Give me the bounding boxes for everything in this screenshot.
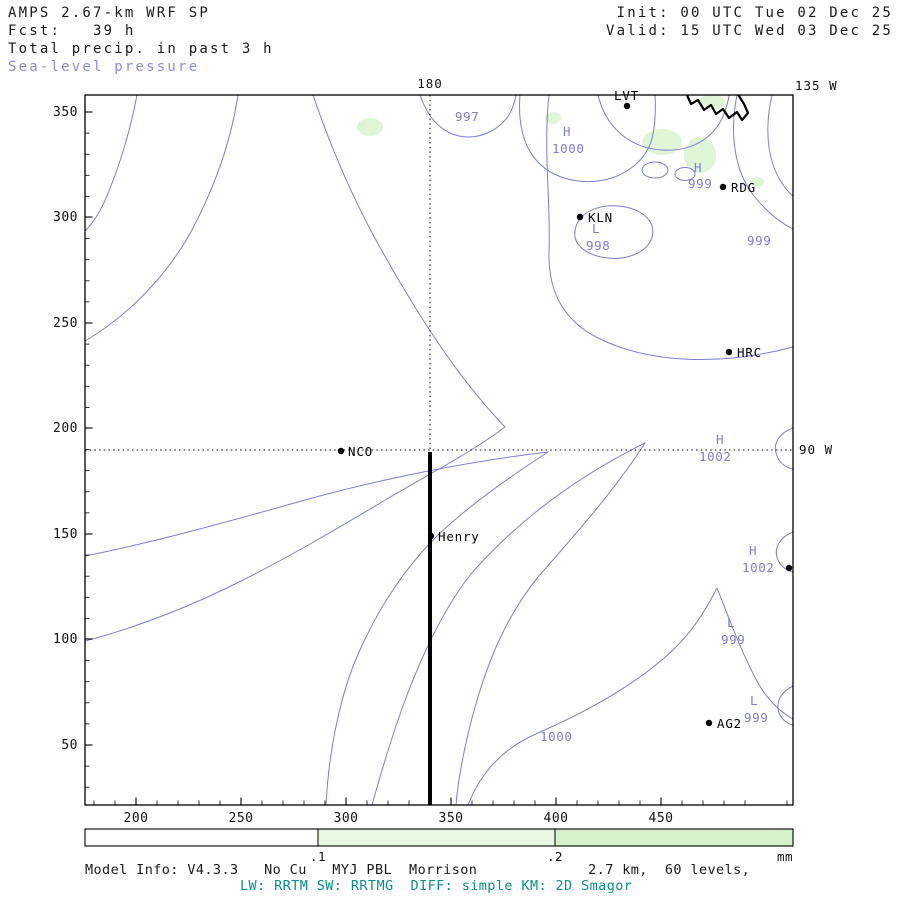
precip-patch bbox=[357, 118, 383, 136]
y-tick-label: 50 bbox=[61, 738, 78, 753]
x-tick-label: 250 bbox=[229, 811, 254, 826]
meridian-180-label: 180 bbox=[417, 76, 443, 91]
pressure-center-letter: H bbox=[694, 160, 702, 175]
colorbar-unit-label: mm bbox=[777, 849, 793, 864]
precip-patch bbox=[750, 177, 764, 187]
stations: LVT RDG KLN HRC NCO Henry AG2 bbox=[337, 88, 793, 731]
forecast-hour: Fcst: 39 h bbox=[8, 23, 136, 39]
meridian-90w-label: 90 W bbox=[799, 442, 833, 457]
valid-time: Valid: 15 UTC Wed 03 Dec 25 bbox=[606, 23, 893, 39]
x-tick-label: 300 bbox=[334, 811, 359, 826]
station-label: HRC bbox=[737, 345, 762, 360]
field-label-slp: Sea-level pressure bbox=[8, 59, 200, 75]
meridian-135w-label: 135 W bbox=[795, 78, 838, 93]
y-tick-label: 100 bbox=[53, 632, 78, 647]
station-label: NCO bbox=[348, 444, 373, 459]
contour-value-label: 1000 bbox=[540, 729, 573, 744]
slp-contour bbox=[641, 161, 669, 179]
slp-contour bbox=[767, 94, 794, 197]
pressure-center-letter: H bbox=[563, 124, 571, 139]
pressure-center-value: 1000 bbox=[552, 141, 585, 156]
model-title: AMPS 2.67-km WRF SP bbox=[8, 5, 210, 21]
pressure-center-letter: L bbox=[592, 221, 600, 236]
slp-contour bbox=[546, 94, 794, 361]
slp-contour bbox=[774, 427, 794, 470]
slp-contour bbox=[597, 94, 730, 151]
slp-contour bbox=[467, 587, 794, 806]
pressure-center-value: 1002 bbox=[699, 449, 732, 464]
slp-contour bbox=[84, 94, 239, 342]
precip-patch bbox=[545, 112, 561, 124]
colorbar-segment bbox=[555, 829, 793, 846]
pressure-center-value: 999 bbox=[744, 710, 768, 725]
pressure-center-letter: H bbox=[716, 432, 724, 447]
pressure-center-value: 998 bbox=[586, 238, 610, 253]
station-label: AG2 bbox=[717, 716, 742, 731]
slp-contour bbox=[733, 94, 794, 230]
colorbar-tick-label: .1 bbox=[310, 849, 326, 864]
precip-patch bbox=[699, 95, 725, 109]
station-marker bbox=[623, 102, 631, 110]
pressure-center-letter: L bbox=[750, 693, 758, 708]
grid-lines bbox=[85, 95, 793, 805]
station-label: LVT bbox=[614, 88, 639, 103]
pressure-center-value: 1002 bbox=[742, 560, 775, 575]
model-info-line1: Model Info: V4.3.3 No Cu MYJ PBL Morriso… bbox=[85, 862, 751, 878]
colorbar: .1 .2 mm bbox=[84, 828, 794, 864]
slp-contour bbox=[84, 94, 506, 642]
precip-shading bbox=[357, 95, 764, 187]
init-time: Init: 00 UTC Tue 02 Dec 25 bbox=[616, 5, 893, 21]
station-marker bbox=[427, 532, 435, 540]
y-tick-label: 150 bbox=[53, 527, 78, 542]
station-label: RDG bbox=[731, 180, 756, 195]
field-label-precip: Total precip. in past 3 h bbox=[8, 41, 274, 57]
colorbar-segment bbox=[85, 829, 318, 846]
x-tick-label: 400 bbox=[544, 811, 569, 826]
slp-contour bbox=[777, 685, 794, 726]
y-tick-label: 350 bbox=[53, 105, 78, 120]
x-tick-label: 200 bbox=[124, 811, 149, 826]
pressure-center-letter: H bbox=[749, 543, 757, 558]
colorbar-tick-label: .2 bbox=[547, 849, 563, 864]
slp-contour bbox=[371, 442, 646, 806]
colorbar-frame bbox=[84, 828, 794, 847]
station-marker bbox=[576, 213, 584, 221]
station-label: Henry bbox=[438, 529, 480, 544]
slp-contour bbox=[519, 94, 656, 183]
axis-labels: 200 250 300 350 400 450 350 300 250 200 … bbox=[53, 76, 838, 826]
pressure-labels: 997 999 1000 H 1000 H 999 L 998 H 1002 H… bbox=[455, 109, 775, 744]
slp-contour bbox=[674, 167, 696, 181]
slp-contours bbox=[84, 94, 794, 806]
y-tick-label: 300 bbox=[53, 210, 78, 225]
station-marker bbox=[725, 348, 733, 356]
model-info-line2: LW: RRTM SW: RRTMG DIFF: simple KM: 2D S… bbox=[240, 878, 633, 894]
station-marker bbox=[719, 183, 727, 191]
pressure-center-letter: L bbox=[727, 615, 735, 630]
coastline bbox=[685, 94, 750, 122]
pressure-center-value: 999 bbox=[721, 632, 745, 647]
x-tick-label: 450 bbox=[649, 811, 674, 826]
slp-contour bbox=[574, 205, 654, 259]
major-ticks bbox=[85, 111, 662, 805]
x-tick-label: 350 bbox=[439, 811, 464, 826]
station-marker bbox=[337, 447, 345, 455]
colorbar-segment bbox=[318, 829, 555, 846]
contour-value-label: 999 bbox=[747, 233, 771, 248]
station-marker bbox=[705, 719, 713, 727]
station-marker bbox=[785, 564, 793, 572]
slp-contour bbox=[84, 451, 549, 806]
slp-contour bbox=[84, 94, 138, 232]
y-tick-label: 200 bbox=[53, 421, 78, 436]
slp-contour bbox=[419, 94, 517, 138]
pressure-center-value: 999 bbox=[688, 176, 712, 191]
minor-ticks bbox=[85, 132, 788, 805]
station-label: KLN bbox=[588, 210, 613, 225]
y-tick-label: 250 bbox=[53, 316, 78, 331]
precip-patch bbox=[642, 129, 682, 155]
contour-value-label: 997 bbox=[455, 109, 479, 124]
